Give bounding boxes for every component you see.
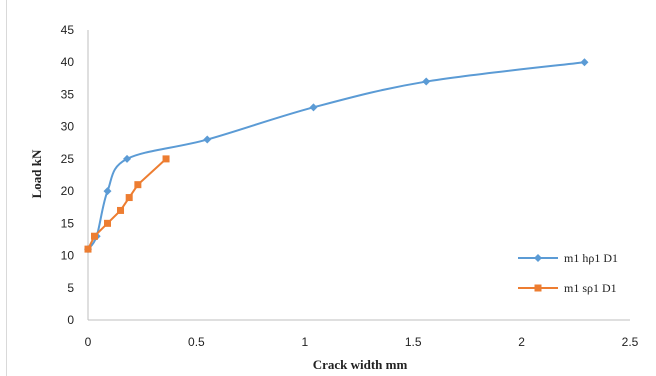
- x-tick-label: 2.5: [622, 335, 639, 349]
- y-tick-label: 15: [61, 216, 75, 230]
- y-tick-label: 25: [61, 152, 75, 166]
- y-tick-label: 40: [61, 55, 75, 69]
- data-point-series-1: [103, 187, 112, 196]
- x-tick-label: 1.5: [405, 335, 422, 349]
- x-tick-label: 0: [85, 335, 92, 349]
- y-tick-label: 0: [67, 313, 74, 327]
- y-axis-title: Load kN: [29, 149, 44, 198]
- data-point-series-2: [134, 181, 142, 189]
- y-tick-label: 5: [67, 281, 74, 295]
- legend-label-2: m1 sρ1 D1: [564, 281, 617, 295]
- x-tick-label: 2: [518, 335, 525, 349]
- data-point-series-2: [162, 155, 170, 163]
- data-point-series-1: [309, 103, 318, 112]
- legend-label-1: m1 hρ1 D1: [564, 251, 618, 265]
- data-point-series-2: [84, 245, 92, 253]
- data-point-series-2: [91, 232, 99, 240]
- data-point-series-2: [117, 206, 125, 214]
- legend-marker-1: [534, 254, 542, 262]
- data-point-series-1: [123, 154, 132, 163]
- data-point-series-1: [580, 58, 589, 67]
- x-tick-label: 0.5: [188, 335, 205, 349]
- chart-axes: [87, 30, 630, 321]
- series-markers: [84, 58, 589, 254]
- y-tick-labels: 0 5 10 15 20 25 30 35 40 45: [61, 23, 75, 327]
- x-axis-title: Crack width mm: [313, 357, 408, 372]
- data-point-series-2: [125, 194, 133, 202]
- data-point-series-2: [104, 219, 112, 227]
- legend: m1 hρ1 D1 m1 sρ1 D1: [518, 251, 618, 295]
- y-tick-label: 35: [61, 87, 75, 101]
- data-point-series-1: [203, 135, 212, 144]
- y-tick-label: 45: [61, 23, 75, 37]
- x-tick-labels: 0 0.5 1 1.5 2 2.5: [85, 335, 639, 349]
- legend-marker-2: [534, 284, 542, 292]
- data-point-series-1: [422, 77, 431, 86]
- x-tick-label: 1: [301, 335, 308, 349]
- y-tick-label: 20: [61, 184, 75, 198]
- y-tick-label: 10: [61, 249, 75, 263]
- series-lines: [87, 61, 585, 250]
- y-tick-label: 30: [61, 120, 75, 134]
- series-line-1: [87, 61, 585, 250]
